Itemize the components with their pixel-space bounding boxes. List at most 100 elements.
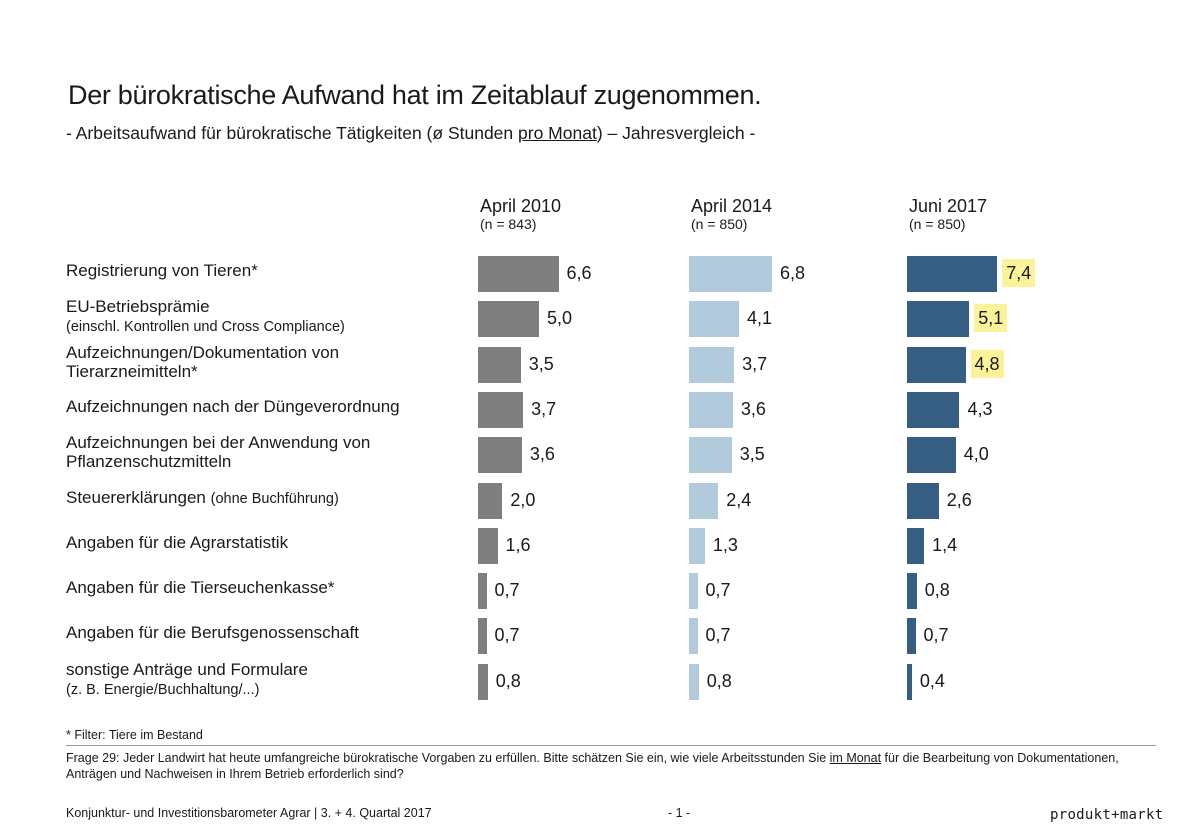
category-label-line2: (z. B. Energie/Buchhaltung/...) (66, 681, 260, 698)
question-text: Frage 29: Jeder Landwirt hat heute umfan… (66, 750, 1156, 782)
column-header-n: (n = 843) (480, 216, 537, 232)
bar-0-4 (478, 437, 522, 474)
chart-subtitle: - Arbeitsaufwand für bürokratische Tätig… (66, 123, 755, 144)
bar-0-9 (478, 663, 488, 700)
bar-2-0 (907, 256, 998, 292)
bar-1-8 (689, 618, 698, 655)
column-header-name: Juni 2017 (909, 196, 988, 216)
data-label-1-5: 2,4 (726, 489, 752, 510)
data-label-1-0: 6,8 (779, 263, 805, 283)
category-label-note: (ohne Buchführung) (210, 490, 339, 507)
bar-2-5 (907, 482, 939, 519)
question-underline: im Monat (829, 751, 882, 765)
category-label-8: Angaben für die Berufsgenossenschaft (66, 623, 359, 642)
data-label-0-9: 0,8 (495, 670, 521, 691)
category-label-line2: Tierarzneimitteln* (66, 361, 198, 381)
bar-1-7 (689, 573, 698, 610)
bar-2-1 (907, 301, 970, 338)
data-label-0-8: 0,7 (494, 625, 520, 646)
data-label-1-4: 3,5 (739, 444, 765, 465)
bar-0-8 (478, 618, 487, 655)
column-header-n: (n = 850) (909, 216, 966, 232)
bar-1-4 (689, 437, 732, 474)
bar-2-4 (907, 437, 956, 474)
column-header-2: Juni 2017 (n = 850) (909, 196, 987, 232)
category-label-3: Aufzeichnungen nach der Düngeverordnung (66, 397, 400, 416)
data-label-1-6: 1,3 (712, 534, 738, 555)
subtitle-pre: - Arbeitsaufwand für bürokratische Tätig… (66, 123, 519, 143)
footer-rule (66, 745, 1156, 746)
bar-0-6 (478, 527, 498, 564)
bar-1-6 (689, 527, 705, 564)
category-label-main: Angaben für die Agrarstatistik (66, 532, 289, 552)
data-label-0-5: 2,0 (510, 489, 536, 510)
data-label-2-6: 1,4 (932, 534, 958, 555)
chart-title: Der bürokratische Aufwand hat im Zeitabl… (68, 80, 762, 110)
category-label-main: Angaben für die Tierseuchenkasse* (66, 578, 335, 598)
category-label-main: sonstige Anträge und Formulare (66, 659, 308, 679)
column-header-0: April 2010 (n = 843) (480, 196, 561, 232)
data-label-0-2: 3,5 (528, 353, 554, 374)
category-label-line2: Pflanzenschutzmitteln (66, 452, 232, 472)
category-label-7: Angaben für die Tierseuchenkasse* (66, 578, 334, 597)
data-label-0-0: 6,6 (566, 263, 592, 283)
data-label-1-7: 0,7 (705, 580, 731, 601)
data-label-0-7: 0,7 (494, 580, 520, 601)
data-label-0-6: 1,6 (505, 534, 531, 555)
data-label-2-4: 4,0 (963, 444, 989, 465)
category-label-main: EU-Betriebsprämie (66, 297, 210, 317)
bar-0-3 (478, 391, 524, 428)
footer-left: Konjunktur- und Investitionsbarometer Ag… (66, 806, 432, 820)
bar-2-8 (907, 618, 916, 655)
data-label-2-0: 7,4 (1002, 259, 1036, 287)
category-label-0: Registrierung von Tieren* (66, 261, 258, 280)
bar-1-5 (689, 482, 719, 519)
bar-2-6 (907, 527, 925, 564)
bar-2-3 (907, 391, 960, 428)
column-header-n: (n = 850) (691, 216, 748, 232)
category-label-5: Steuererklärungen (ohne Buchführung) (66, 488, 339, 509)
bar-1-0 (689, 256, 772, 292)
data-label-2-3: 4,3 (967, 398, 993, 419)
data-label-1-3: 3,6 (740, 398, 766, 419)
bar-0-2 (478, 346, 521, 383)
data-label-1-1: 4,1 (747, 308, 773, 329)
category-label-4: Aufzeichnungen bei der Anwendung von Pfla… (66, 433, 370, 471)
bar-0-5 (478, 482, 503, 519)
category-label-main: Aufzeichnungen nach der Düngeverordnung (66, 396, 400, 416)
bar-0-7 (478, 573, 487, 610)
category-label-main: Aufzeichnungen bei der Anwendung von (66, 433, 371, 453)
category-label-2: Aufzeichnungen/Dokumentation von Tierarzn… (66, 343, 339, 381)
data-label-2-1: 5,1 (974, 304, 1008, 333)
bar-0-0 (478, 256, 559, 292)
data-label-0-4: 3,6 (529, 444, 555, 465)
subtitle-underline: pro Monat (518, 123, 597, 143)
data-label-0-3: 3,7 (531, 398, 557, 419)
subtitle-post: ) – Jahresvergleich - (596, 123, 756, 143)
bar-1-3 (689, 391, 733, 428)
footer-page-number: - 1 - (668, 806, 691, 820)
data-label-2-9: 0,4 (919, 670, 945, 691)
bar-0-1 (478, 301, 539, 338)
category-label-main: Steuererklärungen (66, 487, 206, 507)
category-label-9: sonstige Anträge und Formulare (z. B. Ene… (66, 660, 308, 700)
bar-2-7 (907, 573, 917, 610)
category-label-line2: (einschl. Kontrollen und Cross Complianc… (66, 319, 345, 336)
question-post: für die Bearbeitung von Dokumentationen,… (66, 751, 1119, 781)
question-pre: Frage 29: Jeder Landwirt hat heute umfan… (66, 751, 830, 765)
bar-1-1 (689, 301, 740, 338)
column-header-name: April 2014 (691, 196, 773, 216)
bar-2-9 (907, 663, 912, 700)
category-label-1: EU-Betriebsprämie (einschl. Kontrollen un… (66, 297, 345, 337)
category-label-main: Aufzeichnungen/Dokumentation von (66, 342, 340, 362)
bar-1-9 (689, 663, 699, 700)
data-label-1-2: 3,7 (742, 353, 768, 374)
category-label-main: Angaben für die Berufsgenossenschaft (66, 623, 359, 643)
bar-1-2 (689, 346, 735, 383)
footnote: * Filter: Tiere im Bestand (66, 728, 203, 742)
category-label-6: Angaben für die Agrarstatistik (66, 533, 288, 552)
category-label-main: Registrierung von Tieren* (66, 261, 258, 280)
bar-2-2 (907, 346, 966, 383)
data-label-1-8: 0,7 (705, 625, 731, 646)
data-label-0-1: 5,0 (547, 308, 573, 329)
